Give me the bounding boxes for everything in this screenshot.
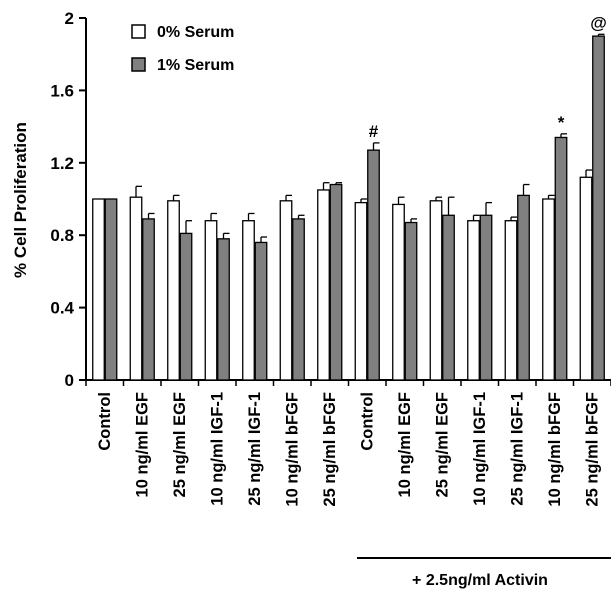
y-tick-label: 0.4 — [50, 299, 74, 318]
bar — [404, 221, 418, 381]
bar — [517, 194, 530, 381]
bar — [129, 196, 143, 381]
x-axis: Control 10 ng/ml EGF 25 ng/ml EGF 10 ng/ml … — [85, 379, 611, 507]
x-tick-label: 25 ng/ml bFGF — [321, 392, 339, 507]
bar — [292, 218, 305, 381]
bar — [367, 149, 380, 381]
y-tick-label: 0 — [65, 371, 74, 390]
y-tick-label: 2 — [65, 9, 74, 28]
y-tick-label: 0.8 — [50, 226, 74, 245]
y-axis: 0 0.4 0.8 1.2 1.6 2 — [50, 9, 87, 390]
y-tick-label: 1.6 — [50, 81, 74, 100]
x-tick-label: 10 ng/ml IGF-1 — [471, 392, 489, 506]
legend-label-1: 1% Serum — [157, 57, 234, 74]
x-tick-label: 25 ng/ml IGF-1 — [508, 392, 526, 506]
legend-label-0: 0% Serum — [157, 24, 234, 41]
annotations: # * @ — [369, 13, 607, 141]
bar — [217, 238, 230, 381]
significance-marker: * — [558, 113, 565, 132]
bar — [579, 176, 593, 381]
y-tick-label: 1.2 — [50, 154, 74, 173]
x-tick-label: 25 ng/ml EGF — [433, 392, 451, 497]
x-tick-label: 10 ng/ml EGF — [133, 392, 151, 497]
group-bracket-label: + 2.5ng/ml Activin — [412, 572, 548, 589]
bar — [279, 200, 293, 381]
legend: 0% Serum 1% Serum — [131, 24, 234, 74]
bar — [467, 220, 480, 381]
bar — [242, 220, 255, 381]
y-axis-title: % Cell Proliferation — [11, 122, 30, 278]
bar — [542, 198, 555, 381]
bar — [504, 220, 518, 381]
significance-marker: # — [369, 122, 379, 141]
bar — [317, 189, 330, 381]
legend-swatch-0 — [131, 24, 146, 39]
bar — [429, 200, 443, 381]
bar — [392, 203, 405, 381]
x-tick-label: 25 ng/ml EGF — [171, 392, 189, 497]
x-tick-label: 25 ng/ml bFGF — [583, 392, 601, 507]
bar — [254, 241, 268, 381]
x-tick-label: 10 ng/ml EGF — [396, 392, 414, 497]
significance-marker: @ — [590, 13, 607, 32]
bar — [104, 198, 118, 381]
bar — [442, 214, 455, 381]
bar — [167, 200, 180, 381]
x-tick-label: 10 ng/ml bFGF — [283, 392, 301, 507]
legend-swatch-1 — [131, 57, 146, 72]
x-tick-label: 10 ng/ml bFGF — [546, 392, 564, 507]
bar — [92, 198, 105, 381]
bar — [479, 214, 493, 381]
bar — [179, 232, 193, 381]
x-tick-label: 25 ng/ml IGF-1 — [246, 392, 264, 506]
group-bracket: + 2.5ng/ml Activin — [357, 557, 611, 589]
x-tick-label: 10 ng/ml IGF-1 — [208, 392, 226, 506]
x-tick-label: Control — [96, 392, 114, 451]
bars — [92, 33, 605, 381]
bar — [592, 35, 605, 381]
bar — [554, 136, 568, 381]
x-tick-label: Control — [358, 392, 376, 451]
bar — [204, 220, 218, 381]
bar — [142, 218, 155, 381]
bar — [329, 183, 343, 381]
bar — [354, 201, 368, 381]
